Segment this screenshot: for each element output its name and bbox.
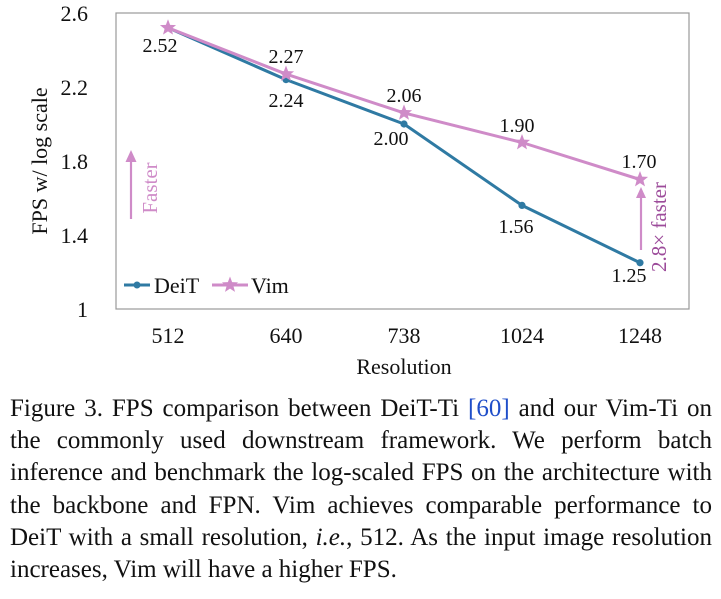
data-label-vim: 1.70 [622, 151, 657, 173]
x-tick-label: 512 [152, 323, 185, 348]
legend-label-deit: DeiT [154, 273, 200, 298]
speedup-label: 2.8× faster [647, 182, 671, 272]
citation-link[interactable]: 60 [476, 395, 502, 422]
data-point-deit-1248 [636, 259, 644, 267]
legend-marker-deit [133, 281, 141, 289]
caption-ie: i.e. [315, 523, 347, 551]
legend: DeiT Vim [124, 273, 289, 298]
data-label-deit: 2.52 [143, 35, 178, 57]
markers-vim [159, 19, 649, 187]
y-axis-title: FPS w/ log scale [27, 87, 52, 234]
caption-suffix: , 512. As the input image resolution inc… [10, 523, 712, 584]
data-label-deit: 2.00 [374, 128, 409, 150]
x-tick-label: 738 [388, 323, 421, 348]
data-label-vim: 2.27 [269, 46, 304, 68]
legend-label-vim: Vim [251, 273, 289, 298]
y-tick-label: 2.2 [61, 75, 89, 100]
plot-frame [115, 12, 690, 310]
y-tick-label: 1.4 [61, 223, 89, 248]
caption-prefix: Figure 3. FPS comparison between DeiT-Ti [10, 395, 469, 422]
data-label-vim: 2.06 [387, 85, 422, 107]
data-point-vim-640 [277, 65, 295, 81]
y-tick-labels: 1 1.4 1.8 2.2 2.6 [61, 1, 89, 322]
faster-annotation: Faster [125, 150, 162, 219]
data-point-vim-512 [159, 19, 177, 35]
data-label-deit: 1.56 [499, 216, 534, 238]
faster-arrow-head [125, 150, 137, 162]
x-tick-label: 1248 [618, 323, 662, 348]
caption-middle: and our Vim-Ti on the commonly used down… [10, 395, 712, 551]
legend-marker-vim [221, 276, 239, 292]
x-tick-label: 640 [270, 323, 303, 348]
y-tick-label: 1.8 [61, 149, 89, 174]
data-point-deit-738 [400, 120, 408, 128]
data-labels-deit: 2.52 2.24 2.00 1.56 1.25 [143, 35, 647, 287]
faster-label: Faster [138, 162, 162, 213]
data-label-deit: 1.25 [612, 265, 647, 287]
data-point-vim-738 [395, 104, 413, 120]
x-tick-label: 1024 [500, 323, 544, 348]
caption-ref-close: ] [501, 395, 510, 422]
x-tick-labels: 512 640 738 1024 1248 [152, 323, 663, 348]
data-point-vim-1248 [631, 171, 649, 187]
figure-caption: Figure 3. FPS comparison between DeiT-Ti… [10, 393, 712, 586]
x-axis-title: Resolution [356, 354, 451, 379]
y-tick-label: 2.6 [61, 1, 89, 26]
caption-ref-open: [ [468, 395, 477, 422]
speedup-arrow-head [636, 187, 646, 198]
fps-chart: 1 1.4 1.8 2.2 2.6 512 640 738 1024 1248 … [27, 1, 690, 379]
data-label-vim: 1.90 [500, 115, 535, 137]
speedup-annotation: 2.8× faster [636, 182, 671, 272]
y-tick-label: 1 [77, 297, 88, 322]
data-label-deit: 2.24 [269, 90, 304, 112]
data-point-vim-1024 [513, 134, 531, 150]
data-point-deit-1024 [518, 201, 526, 209]
data-labels-vim: 2.27 2.06 1.90 1.70 [269, 46, 657, 173]
